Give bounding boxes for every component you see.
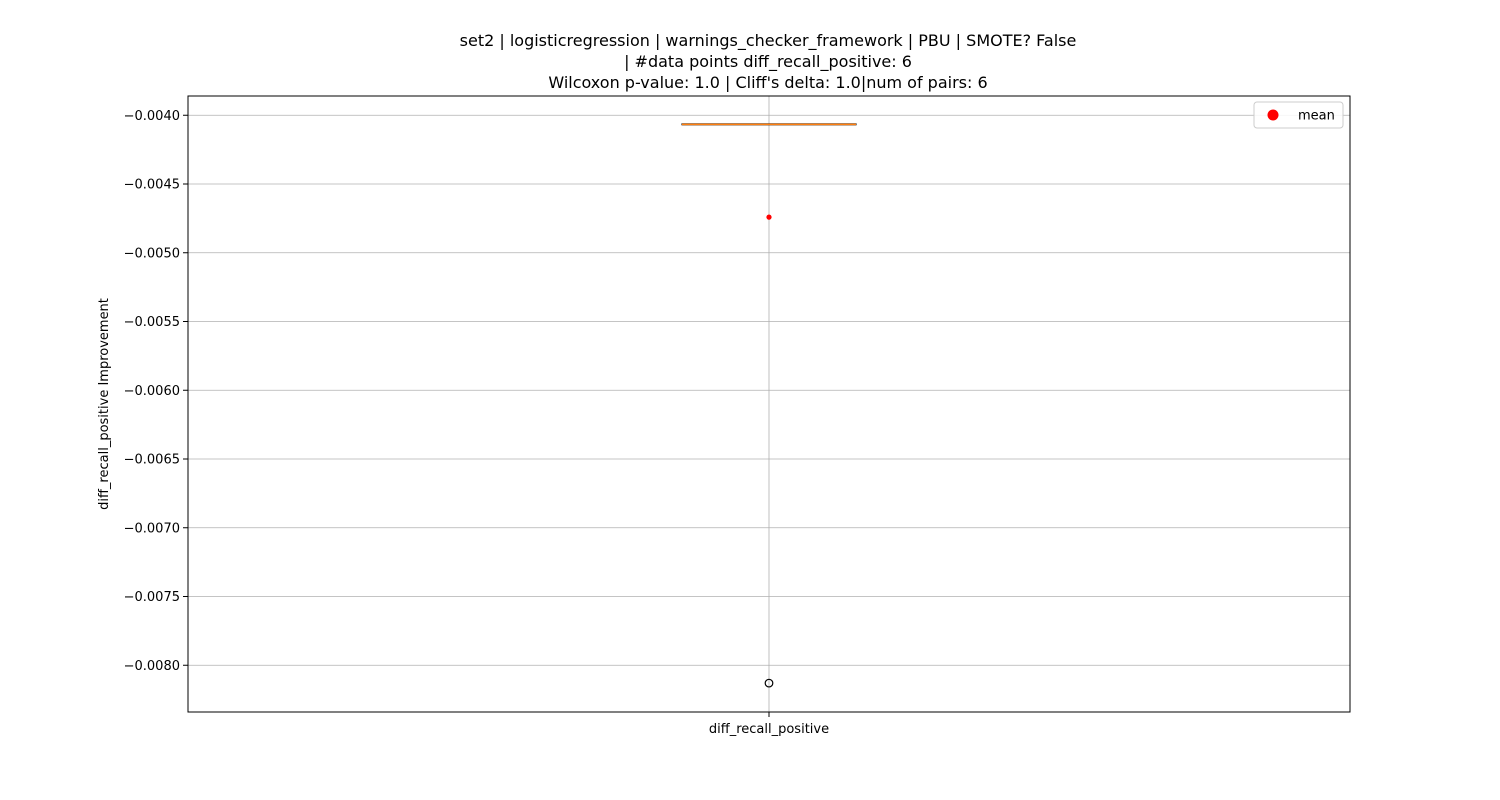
y-tick-label: −0.0070 <box>124 521 180 536</box>
y-tick-label: −0.0065 <box>124 453 180 468</box>
x-tick-label: diff_recall_positive <box>709 722 829 737</box>
legend-frame <box>1253 101 1344 129</box>
mean-point <box>766 214 772 220</box>
plot-frame <box>187 95 1351 713</box>
chart-title-line-3: Wilcoxon p-value: 1.0 | Cliff's delta: 1… <box>548 73 987 92</box>
y-tick-label: −0.0060 <box>124 384 180 399</box>
chart-title-line-1: set2 | logisticregression | warnings_che… <box>460 31 1077 51</box>
outlier-point <box>764 678 774 688</box>
chart-title-line-2: | #data points diff_recall_positive: 6 <box>624 52 912 72</box>
y-axis-label: diff_recall_positive Improvement <box>97 298 112 510</box>
chart-title: set2 | logisticregression | warnings_che… <box>460 31 1077 92</box>
legend-label: mean <box>1298 109 1335 124</box>
y-tick-label: −0.0055 <box>124 315 180 330</box>
y-tick-label: −0.0050 <box>124 246 180 261</box>
y-tick-label: −0.0045 <box>124 178 180 193</box>
boxplot <box>681 123 857 688</box>
legend: mean <box>1253 101 1344 129</box>
grid-lines <box>188 96 1350 712</box>
y-tick-label: −0.0080 <box>124 659 180 674</box>
y-tick-label: −0.0075 <box>124 590 180 605</box>
y-axis-ticks: −0.0040 −0.0045 −0.0050 −0.0055 −0.0060 −0.00… <box>124 109 188 674</box>
x-axis-ticks: diff_recall_positive <box>709 712 829 737</box>
y-tick-label: −0.0040 <box>124 109 180 124</box>
legend-marker <box>1267 109 1279 121</box>
